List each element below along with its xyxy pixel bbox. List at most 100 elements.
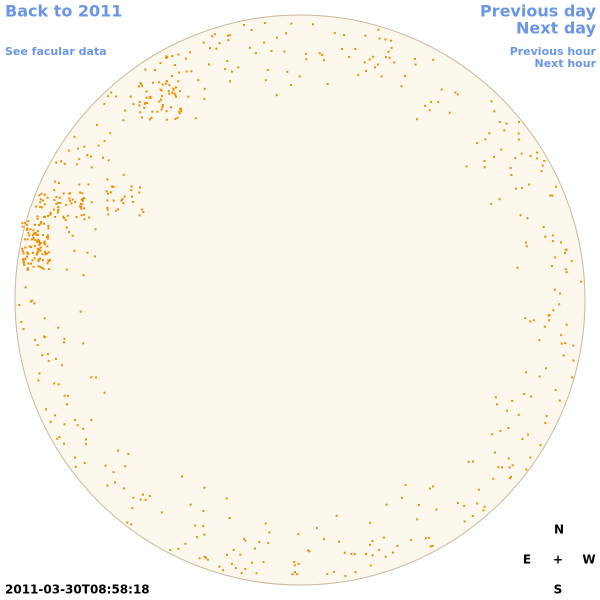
facula [545,367,547,370]
facula [222,569,225,572]
facula [203,533,206,536]
facula [181,475,183,478]
facula [262,561,265,564]
facula [46,245,49,248]
facula [81,200,84,202]
facula [138,214,141,217]
facula [168,92,171,95]
facula [490,100,493,103]
facula [31,299,34,302]
facula [25,255,28,258]
facula [203,87,206,90]
facula [228,34,231,37]
facula [30,262,32,265]
facula [144,101,147,104]
facula [558,303,561,306]
facula [58,436,61,438]
facula [521,438,524,440]
facula [430,100,433,103]
facula [49,213,52,216]
facula [332,570,335,573]
facula [532,319,535,322]
facula [508,477,511,480]
facula [63,337,66,340]
facula [41,354,44,357]
facula [493,155,495,158]
facula [440,88,443,91]
facula [488,132,491,135]
facula [41,259,44,262]
facula [67,149,70,152]
facula [139,82,142,85]
facula [558,399,561,402]
facula [27,220,30,223]
facula [114,481,116,484]
facula [326,83,329,85]
facula [571,376,574,379]
facula [369,564,372,567]
facula [580,280,583,283]
facula [83,218,86,221]
facula [27,262,30,265]
facula [414,63,417,66]
facula [171,55,174,58]
facula [354,48,357,50]
next-day-link[interactable]: Next day [516,19,597,38]
facula [47,359,50,362]
facula [60,364,63,367]
facula [448,111,451,114]
facula [53,189,56,191]
facula [477,488,480,491]
facula [66,214,69,217]
facula [467,460,470,463]
facula [43,203,46,206]
facula [65,268,68,271]
facula [178,71,181,74]
facula [431,485,434,488]
facula [551,240,554,243]
facula [211,35,214,38]
facula [547,314,550,317]
facula [152,81,154,84]
next-hour-link[interactable]: Next hour [535,57,597,70]
facula [63,394,66,397]
facula [415,118,418,121]
facula [244,539,247,542]
facular-link[interactable]: See facular data [5,45,107,58]
facula [196,536,199,539]
previous-day-link[interactable]: Previous day [480,2,597,21]
facula [371,554,374,557]
facula [431,545,434,547]
facula [215,47,218,50]
back-link[interactable]: Back to 2011 [5,2,122,21]
facula [340,48,343,50]
facula [530,395,533,398]
facula [124,465,127,468]
facula [483,505,486,508]
facula [42,234,44,236]
facula [418,504,420,507]
facula [564,342,567,345]
facula [564,268,567,271]
facula [227,39,230,42]
facula [404,75,406,77]
facula [497,466,500,469]
facula [38,243,41,246]
facula [87,183,90,186]
facula [178,112,181,115]
facula [112,471,115,474]
facula [185,70,188,73]
facula [392,551,394,554]
facula [227,34,229,37]
facula [64,218,67,221]
facula [82,198,84,201]
facula [161,95,163,97]
facula [229,80,231,83]
facula [153,69,156,71]
facula [130,523,133,526]
previous-hour-link[interactable]: Previous hour [510,45,597,58]
facula [560,241,562,244]
facula [354,571,357,574]
facula [63,423,66,426]
facula [413,58,416,60]
